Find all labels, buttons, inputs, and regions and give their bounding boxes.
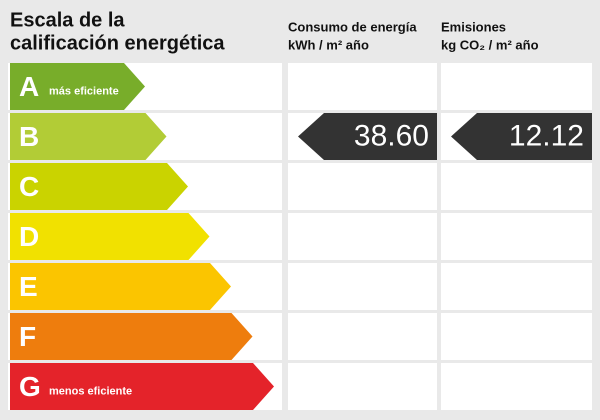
value-cell — [441, 163, 592, 210]
rating-letter: E — [19, 271, 38, 302]
value-marker — [451, 113, 592, 160]
column-unit: kg CO₂ / m² año — [441, 37, 539, 52]
rating-arrow — [10, 63, 145, 110]
rating-arrow — [10, 313, 253, 360]
rating-arrow — [10, 363, 274, 410]
value-cell — [288, 63, 437, 110]
value-text: 12.12 — [509, 119, 584, 152]
value-cell — [288, 263, 437, 310]
rating-arrow — [10, 263, 231, 310]
value-cell — [441, 313, 592, 360]
rating-note: menos eficiente — [49, 385, 132, 397]
value-marker — [298, 113, 437, 160]
rating-letter: G — [19, 371, 41, 402]
rating-letter: A — [19, 71, 39, 102]
value-cell — [288, 313, 437, 360]
title-line: calificación energética — [10, 32, 225, 54]
rating-arrow — [10, 163, 188, 210]
value-cell — [441, 63, 592, 110]
rating-arrow — [10, 113, 167, 160]
value-text: 38.60 — [354, 119, 429, 152]
column-title: Emisiones — [441, 19, 506, 34]
title-line: Escala de la — [10, 9, 125, 31]
column-unit: kWh / m² año — [288, 37, 369, 52]
rating-letter: C — [19, 171, 39, 202]
value-cell — [288, 363, 437, 410]
value-cell — [441, 363, 592, 410]
rating-note: más eficiente — [49, 85, 119, 97]
rating-letter: D — [19, 221, 39, 252]
rating-letter: B — [19, 121, 39, 152]
rating-arrow — [10, 213, 210, 260]
column-title: Consumo de energía — [288, 19, 417, 34]
value-cell — [441, 213, 592, 260]
rating-letter: F — [19, 321, 36, 352]
value-cell — [288, 163, 437, 210]
value-cell — [288, 213, 437, 260]
value-cell — [441, 263, 592, 310]
